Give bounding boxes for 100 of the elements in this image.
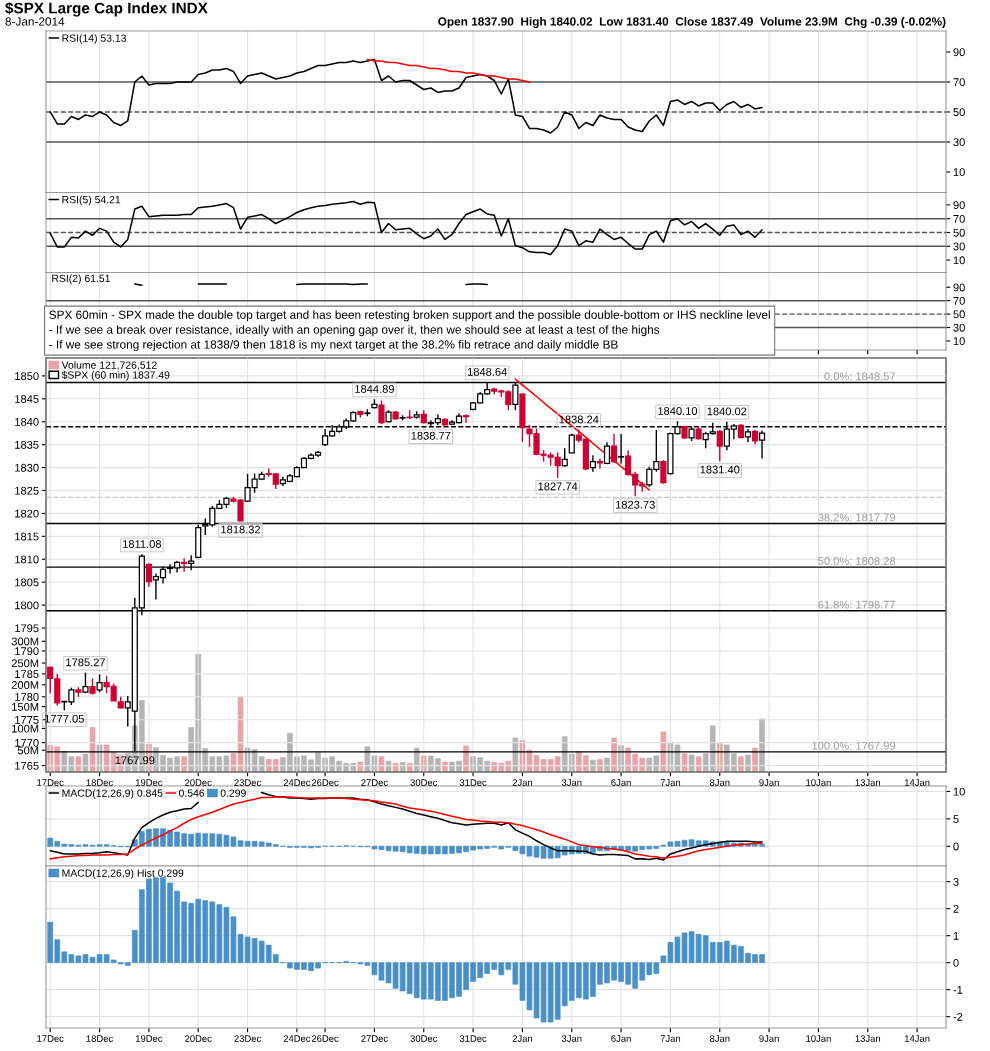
y-tick-label: 1790 [15,647,39,656]
ref-line-label: 0.0%: 1848.57 [824,372,896,381]
x-tick-label: 19Dec [135,1035,163,1042]
y-tick-label: 1775 [15,716,39,724]
x-tick-label: 10Jan [806,1035,831,1042]
ref-line-label: 38.2%: 1817.79 [818,513,896,522]
x-tick-label: 20Dec [185,779,212,786]
y-tick-label: 1835 [15,440,39,449]
annotation: 1831.40 [700,465,740,474]
legend-label: RSI(14) 53.13 [62,34,127,44]
x-tick-label: 30Dec [410,1035,438,1042]
legend-label: RSI(5) 54.21 [62,195,121,206]
y-tick-label: 1780 [15,693,39,701]
y-tick-label: 30 [953,138,965,147]
y-tick-label: 1845 [15,395,39,403]
x-tick-label: 2Jan [512,779,533,786]
y2-tick-label: 200M [11,681,39,689]
y-tick-label: 1840 [15,417,39,426]
annotation: 1777.05 [45,714,84,723]
x-tick-label: 8Jan [709,779,730,786]
x-tick-label: 26Dec [311,779,339,786]
x-tick-label: 17Dec [37,779,64,786]
y2-tick-label: 100M [12,724,39,733]
y-tick-label: 30 [953,242,965,251]
legend-label: MACD(12,26,9) 0.845 [62,789,163,799]
x-tick-label: 13Jan [855,779,881,786]
annotation: 1844.89 [355,385,394,393]
x-tick-label: 26Dec [311,1035,339,1042]
y-tick-label: 1770 [15,738,39,747]
x-tick-label: 31Dec [459,1035,487,1042]
x-tick-label: 31Dec [459,779,487,786]
y-tick-label: 0 [953,958,959,967]
y-tick-label: 10 [953,787,965,796]
x-tick-label: 2Jan [512,1035,533,1042]
x-tick-label: 9Jan [759,779,779,786]
y-tick-label: 10 [953,256,965,265]
y-tick-label: 10 [953,337,965,346]
y-tick-label: 90 [953,283,965,292]
x-tick-label: 18Dec [86,1035,113,1042]
y-tick-label: 90 [953,201,965,210]
x-tick-label: 27Dec [361,1035,388,1042]
annotation: 1840.10 [658,407,698,415]
annotation: 1838.77 [411,431,451,440]
x-tick-label: 23Dec [234,1035,261,1042]
y-tick-label: 50 [953,108,965,117]
x-tick-label: 7Jan [660,1035,681,1042]
x-tick-label: 6Jan [611,779,631,786]
x-tick-label: 14Jan [904,1035,930,1042]
y-tick-label: 1 [953,932,959,940]
legend-label: $SPX (60 min) 1837.49 [61,370,170,381]
ref-line-label: 50.0%: 1808.28 [818,557,896,565]
x-tick-label: 24Dec [283,779,311,786]
y-tick-label: 1785 [15,670,39,679]
ref-line-label: 100.0%: 1767.99 [812,741,896,750]
y-tick-label: 1800 [15,601,39,610]
y2-tick-label: 50M [17,746,39,755]
annotation: 1767.99 [115,756,155,765]
y-tick-label: 70 [953,214,965,223]
x-tick-label: 27Dec [361,779,388,786]
y-tick-label: 1795 [15,624,39,633]
y2-tick-label: 150M [12,702,39,711]
y-tick-label: 10 [953,168,965,177]
x-tick-label: 19Dec [135,779,163,786]
annotation: 1785.27 [66,658,105,667]
y-tick-label: 2 [953,904,959,913]
y-tick-label: 1850 [15,372,39,381]
x-tick-label: 10Jan [806,779,831,786]
chart-title: $SPX Large Cap Index INDX [5,2,208,17]
y2-tick-label: 250M [11,659,39,668]
x-tick-label: 13Jan [855,1035,881,1042]
y-tick-label: 1815 [15,532,39,541]
legend-label: Volume 121,726,512 [61,361,157,371]
y-tick-label: 3 [953,877,959,886]
legend-label: 0.546 [178,789,205,797]
y-tick-label: 1820 [15,509,39,518]
y-tick-label: 1830 [15,463,39,472]
x-tick-label: 8Jan [709,1035,730,1042]
annotation: SPX 60min - SPX made the double top target and has been retesting broken support and the possible double-bottom or IHS neckline level - If we see a break over resistance, ideally with an opening gap over it, then we should see at least a test of the highs - If we see strong rejection at 1838/9 then 1818 is my next target at the 38.2% fib retrace and daily middle BB [49,310,770,351]
y-tick-label: -2 [953,1012,963,1021]
annotation: 1840.02 [707,407,747,416]
x-tick-label: 6Jan [611,1035,631,1042]
x-tick-label: 7Jan [660,779,681,786]
legend-label: 0.299 [220,789,246,797]
y-tick-label: -1 [953,986,963,994]
annotation: 1827.74 [538,482,578,491]
chart-subtitle: 8-Jan-2014 [5,17,65,26]
annotation: 1823.73 [615,500,655,509]
y-tick-label: 90 [953,48,965,57]
y-tick-label: 5 [953,815,959,824]
x-tick-label: 3Jan [561,779,582,786]
x-tick-label: 20Dec [185,1035,212,1042]
y-tick-label: 0 [953,842,959,851]
text: RSI(2) 61.51 [52,274,110,285]
y-tick-label: 30 [953,323,965,332]
y-tick-label: 1805 [15,578,39,587]
x-tick-label: 9Jan [759,1035,779,1042]
y-tick-label: 50 [953,228,965,237]
y-tick-label: 50 [953,310,965,319]
y-tick-label: 70 [953,78,965,87]
text: Open 1837.90 High 1840.02 Low 1831.40 Close 1837.49 Volume 23.9M Chg -0.39 (-0.02%) [438,17,946,29]
